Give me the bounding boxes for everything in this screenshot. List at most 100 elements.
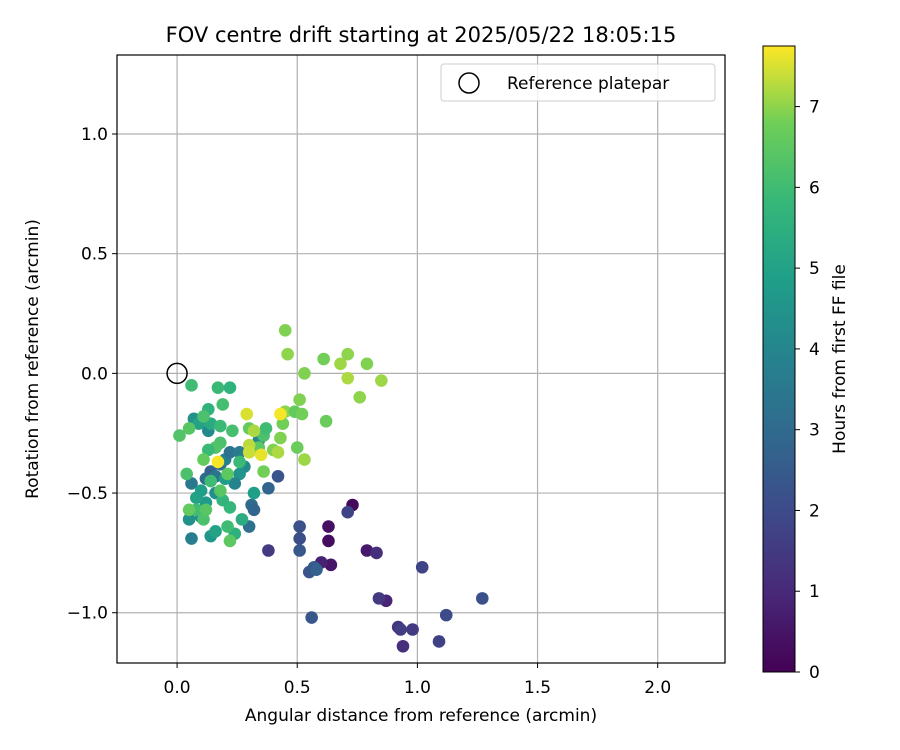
colorbar-tick-label: 5 [809,259,820,279]
data-point [271,446,285,459]
data-point [415,560,429,574]
data-point [274,431,287,445]
data-point [254,448,268,462]
data-point [182,503,196,517]
data-point [259,422,273,435]
data-point [396,639,410,653]
colorbar-tick-label: 2 [809,501,820,521]
data-point [262,481,275,495]
data-point [197,513,210,526]
data-point [204,474,218,488]
colorbar: 0 1 2 3 4 5 6 7 Hours from first FF file [762,45,850,683]
data-point [293,393,306,406]
colorbar-tick-label: 0 [809,663,820,683]
data-point [274,407,287,421]
data-point [406,623,419,636]
data-point [216,493,230,507]
data-point [281,347,294,361]
data-point [180,467,193,481]
data-point [209,525,222,538]
data-point [202,443,215,457]
y-axis-label: Rotation from reference (arcmin) [23,219,43,499]
plot-frame [116,54,726,664]
reference-platepar-marker [166,362,188,385]
data-point [185,379,198,392]
data-point [262,544,275,557]
colorbar-tick-label: 1 [809,582,820,602]
data-point [233,455,246,469]
data-point [298,367,311,380]
data-point [432,635,446,648]
data-point [247,503,261,517]
data-point [370,546,383,560]
data-point [319,414,333,428]
data-point [322,534,335,548]
y-tick-label: −1.0 [67,604,108,624]
data-point [293,544,306,557]
data-point [221,467,234,481]
data-point [185,532,198,545]
chart-title: FOV centre drift starting at 2025/05/22 … [166,23,677,47]
data-point [317,352,330,366]
x-tick-label: 1.5 [524,678,551,698]
data-point [216,398,230,411]
data-point [247,424,261,438]
colorbar-label: Hours from first FF file [830,264,850,454]
data-point [394,623,407,636]
data-point [257,465,270,478]
x-tick-label: 0.0 [164,678,191,698]
data-point [226,424,239,438]
x-axis-ticks: 0.0 0.5 1.0 1.5 2.0 [164,663,671,698]
data-point [240,407,254,421]
data-point [233,446,246,459]
data-point [233,467,246,481]
data-point [185,477,198,490]
y-axis-ticks: −1.0 −0.5 0.0 0.5 1.0 [67,125,117,624]
data-point [439,608,453,622]
data-point [173,429,186,442]
legend-box [440,63,716,102]
data-point [223,534,237,548]
data-point [276,417,290,430]
data-point [341,347,355,361]
y-tick-label: −0.5 [67,484,108,504]
x-tick-label: 2.0 [644,678,671,698]
data-point [298,453,311,466]
data-point [293,532,306,545]
colorbar-tick-label: 7 [809,98,820,118]
data-point [305,611,318,624]
reference-layer [166,362,188,385]
data-point [271,469,285,483]
data-point [197,453,210,466]
data-point [223,446,237,459]
colorbar-tick-label: 6 [809,178,820,198]
data-point [214,419,227,433]
colorbar-tick-label: 3 [809,421,820,441]
x-tick-label: 0.5 [284,678,311,698]
data-point [214,484,227,497]
data-point [310,563,323,576]
data-point [242,446,256,459]
colorbar-gradient [762,45,796,673]
data-point [211,455,225,469]
data-point [334,357,347,371]
x-axis-label: Angular distance from reference (arcmin) [245,706,597,726]
data-point [341,505,355,519]
data-point [228,477,242,490]
data-point [221,520,234,533]
data-point [223,381,237,395]
x-tick-label: 1.0 [404,678,431,698]
data-point [194,484,208,497]
data-point [372,592,386,605]
data-points [173,323,489,653]
data-point [353,390,367,404]
data-point [278,323,292,337]
y-tick-label: 1.0 [81,125,108,145]
data-point [360,357,374,371]
legend: Reference platepar [440,63,716,102]
data-point [197,410,210,423]
legend-label-reference: Reference platepar [507,74,669,94]
data-point [199,503,213,517]
